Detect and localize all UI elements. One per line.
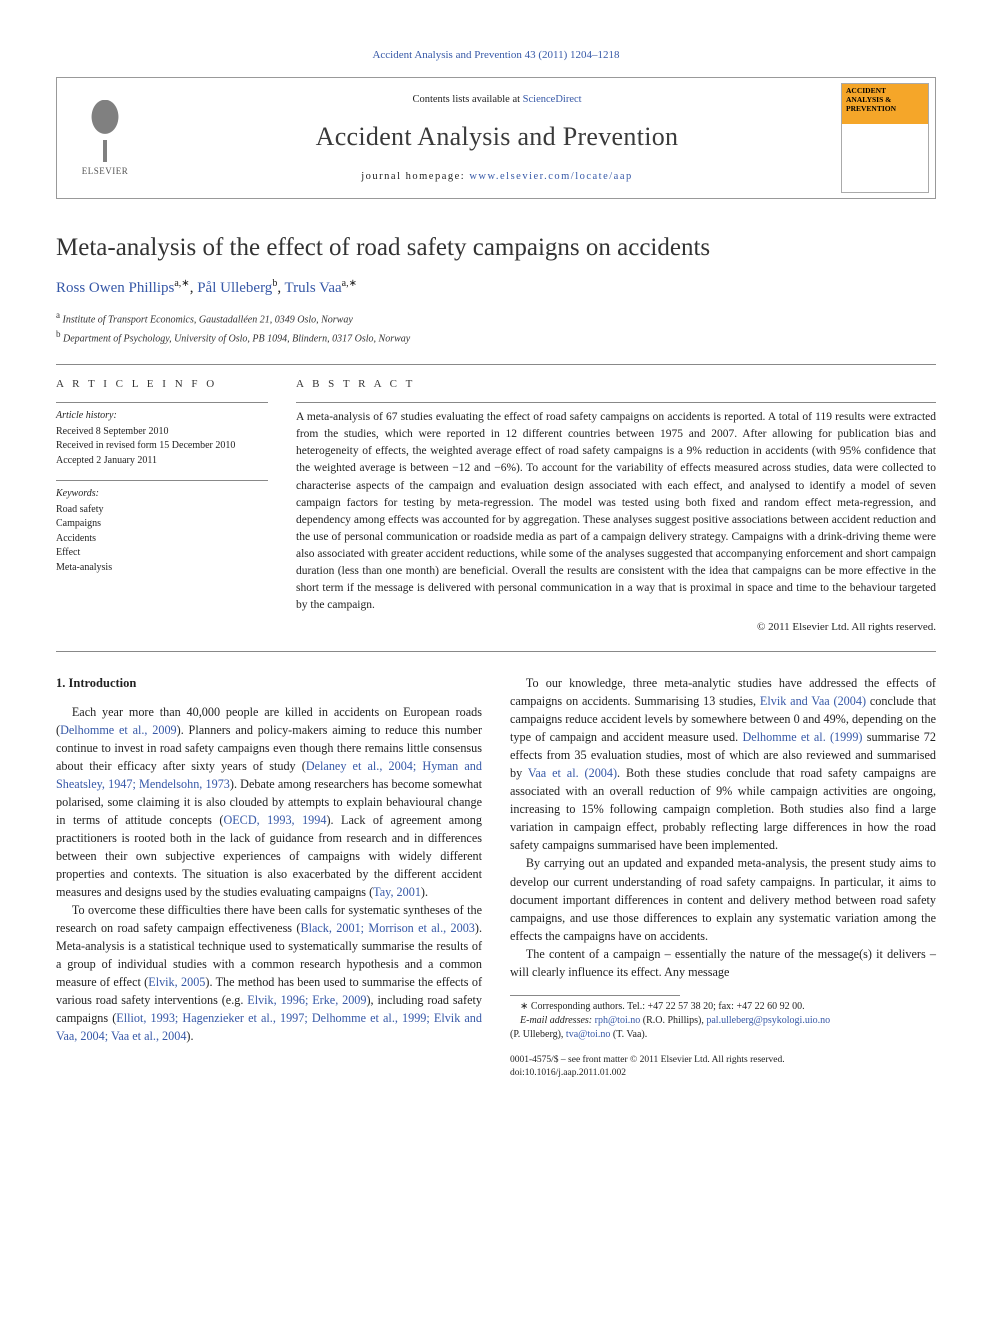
corresponding-note: ∗ Corresponding authors. Tel.: +47 22 57… (510, 1000, 936, 1014)
info-divider-1 (56, 402, 268, 403)
body-p4: By carrying out an updated and expanded … (510, 854, 936, 944)
author-3-sup: a,∗ (342, 278, 357, 289)
doi-line: doi:10.1016/j.aap.2011.01.002 (510, 1067, 936, 1080)
journal-name: Accident Analysis and Prevention (153, 119, 841, 155)
front-matter-line: 0001-4575/$ – see front matter © 2011 El… (510, 1054, 936, 1067)
affiliation-b: Department of Psychology, University of … (63, 333, 410, 344)
elsevier-label: ELSEVIER (82, 165, 129, 178)
cover-thumb-body (842, 124, 928, 192)
journal-banner: ELSEVIER Contents lists available at Sci… (56, 77, 936, 199)
divider-bottom (56, 651, 936, 652)
sciencedirect-link[interactable]: ScienceDirect (523, 94, 582, 105)
footnotes: ∗ Corresponding authors. Tel.: +47 22 57… (510, 1000, 936, 1042)
elsevier-tree-icon (75, 100, 135, 162)
ref-elvik-2005[interactable]: Elvik, 2005 (148, 975, 205, 989)
info-divider-2 (56, 480, 268, 481)
affiliations: a Institute of Transport Economics, Gaus… (56, 309, 936, 346)
ref-black-morrison[interactable]: Black, 2001; Morrison et al., 2003 (300, 921, 474, 935)
ref-elvik-vaa-2004[interactable]: Elvik and Vaa (2004) (760, 694, 866, 708)
abstract-heading: A B S T R A C T (296, 377, 936, 392)
elsevier-logo: ELSEVIER (57, 94, 153, 184)
body-p1e: ). (421, 885, 428, 899)
header-citation: Accident Analysis and Prevention 43 (201… (56, 48, 936, 63)
abstract-copyright: © 2011 Elsevier Ltd. All rights reserved… (296, 620, 936, 635)
affiliation-a: Institute of Transport Economics, Gausta… (63, 315, 353, 326)
abstract-divider (296, 402, 936, 403)
article-info-col: A R T I C L E I N F O Article history: R… (56, 377, 268, 635)
ref-delhomme-2009[interactable]: Delhomme et al., 2009 (60, 723, 177, 737)
abstract-text: A meta-analysis of 67 studies evaluating… (296, 409, 936, 613)
history-accepted: Accepted 2 January 2011 (56, 454, 268, 469)
end-meta: 0001-4575/$ – see front matter © 2011 El… (510, 1054, 936, 1081)
footnote-separator (510, 995, 680, 996)
email-label: E-mail addresses: (520, 1015, 595, 1026)
email-2-link[interactable]: pal.ulleberg@psykologi.uio.no (706, 1015, 830, 1026)
body-p2e: ). (186, 1029, 193, 1043)
contents-line: Contents lists available at ScienceDirec… (153, 93, 841, 108)
author-1-link[interactable]: Ross Owen Phillips (56, 280, 174, 296)
authors: Ross Owen Phillipsa,∗, Pål Ullebergb, Tr… (56, 277, 936, 299)
keyword-2: Accidents (56, 532, 268, 547)
homepage-link[interactable]: www.elsevier.com/locate/aap (469, 171, 632, 182)
body-columns: 1. Introduction Each year more than 40,0… (56, 674, 936, 1080)
keyword-3: Effect (56, 546, 268, 561)
email-2-who: (P. Ulleberg), (510, 1029, 566, 1040)
homepage-line: journal homepage: www.elsevier.com/locat… (153, 170, 841, 185)
email-1-who: (R.O. Phillips), (640, 1015, 706, 1026)
journal-cover-thumb: ACCIDENT ANALYSIS & PREVENTION (841, 83, 929, 193)
author-2-sup: b (272, 278, 277, 289)
keywords-label: Keywords: (56, 487, 268, 502)
email-1-link[interactable]: rph@toi.no (595, 1015, 641, 1026)
keyword-0: Road safety (56, 503, 268, 518)
body-p2: To overcome these difficulties there hav… (56, 901, 482, 1045)
ref-oecd[interactable]: OECD, 1993, 1994 (223, 813, 326, 827)
cover-thumb-title: ACCIDENT ANALYSIS & PREVENTION (842, 84, 928, 124)
article-title: Meta-analysis of the effect of road safe… (56, 233, 936, 263)
ref-elvik-erke[interactable]: Elvik, 1996; Erke, 2009 (247, 993, 366, 1007)
abstract-col: A B S T R A C T A meta-analysis of 67 st… (296, 377, 936, 635)
ref-elliot-etal[interactable]: Elliot, 1993; Hagenzieker et al., 1997; … (56, 1011, 482, 1043)
author-1-sup: a,∗ (174, 278, 189, 289)
body-p5: The content of a campaign – essentially … (510, 945, 936, 981)
article-info-heading: A R T I C L E I N F O (56, 377, 268, 392)
email-3-link[interactable]: tva@toi.no (566, 1029, 610, 1040)
keyword-1: Campaigns (56, 517, 268, 532)
history-revised: Received in revised form 15 December 201… (56, 439, 268, 454)
history-label: Article history: (56, 409, 268, 424)
email-3-who: (T. Vaa). (610, 1029, 647, 1040)
body-p3: To our knowledge, three meta-analytic st… (510, 674, 936, 854)
history-received: Received 8 September 2010 (56, 425, 268, 440)
ref-tay-2001[interactable]: Tay, 2001 (373, 885, 421, 899)
homepage-prefix: journal homepage: (361, 171, 469, 182)
ref-delhomme-1999[interactable]: Delhomme et al. (1999) (742, 730, 862, 744)
author-3-link[interactable]: Truls Vaa (285, 280, 342, 296)
author-2-link[interactable]: Pål Ulleberg (197, 280, 272, 296)
section-1-heading: 1. Introduction (56, 674, 482, 693)
divider-top (56, 364, 936, 365)
keyword-4: Meta-analysis (56, 561, 268, 576)
ref-vaa-2004[interactable]: Vaa et al. (2004) (528, 766, 617, 780)
body-p1: Each year more than 40,000 people are ki… (56, 703, 482, 902)
contents-prefix: Contents lists available at (412, 94, 522, 105)
